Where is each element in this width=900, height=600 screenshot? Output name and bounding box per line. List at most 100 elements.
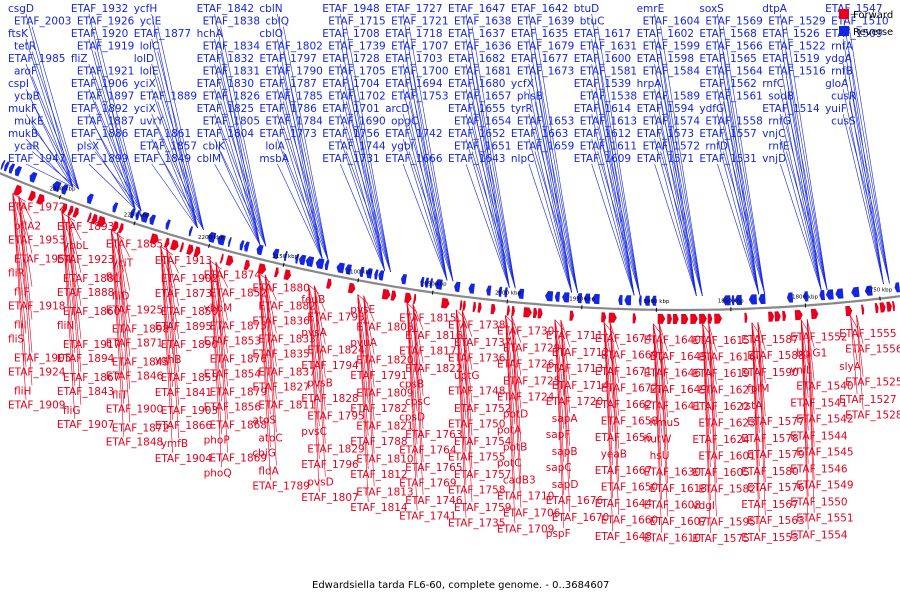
forward-gene-label: sapD: [552, 479, 579, 491]
forward-gene-arrow: [118, 223, 124, 234]
forward-gene-label-leader: [511, 315, 522, 508]
reverse-gene-label: ETAF_1947: [8, 153, 65, 165]
forward-gene-label-leader: [117, 232, 131, 324]
reverse-gene-arrow: [135, 210, 141, 221]
reverse-gene-label-leader: [654, 113, 697, 296]
forward-gene-label: ETAF_1856: [204, 401, 262, 413]
reverse-gene-label-leader: [88, 38, 136, 209]
forward-gene-arrow: [72, 207, 79, 218]
reverse-gene-label: opgC: [391, 116, 418, 128]
reverse-gene-label: yuiF: [825, 103, 847, 115]
forward-gene-label: ETAF_1905: [14, 353, 71, 365]
scale-tick: [208, 243, 211, 248]
forward-gene-label-leader: [117, 232, 131, 423]
forward-gene-label: ETAF_1595: [698, 516, 755, 528]
forward-gene-label: ETAF_1741: [399, 510, 456, 522]
reverse-gene-label-leader: [780, 63, 822, 291]
forward-gene-label-leader: [215, 262, 228, 288]
forward-gene-arrow: [90, 213, 98, 225]
forward-gene-label-leader: [511, 315, 522, 409]
forward-gene-label-leader: [314, 285, 326, 378]
legend-forward-swatch: [839, 9, 849, 19]
reverse-gene-arrow: [651, 295, 657, 306]
reverse-gene-label: ETAF_1787: [259, 78, 316, 90]
forward-gene-label-leader: [462, 310, 473, 436]
forward-gene-label-leader: [702, 323, 711, 369]
reverse-gene-label-leader: [534, 51, 578, 294]
forward-gene-label-leader: [264, 274, 277, 334]
reverse-gene-label: hchA: [197, 28, 224, 40]
forward-gene-label-leader: [215, 262, 228, 453]
reverse-gene-label: plsX: [77, 141, 99, 153]
scale-tick-label: 1850 kbp: [718, 298, 744, 304]
reverse-gene-label-leader: [220, 151, 267, 247]
scale-tick-label: 2000 kbp: [495, 291, 521, 297]
forward-gene-label: yciT: [112, 257, 134, 269]
reverse-gene-label: ETAF_1655: [448, 103, 505, 115]
reverse-gene-label-leader: [660, 76, 703, 296]
forward-gene-label-leader: [18, 196, 33, 254]
reverse-gene-label-leader: [283, 76, 329, 261]
reverse-gene-label-leader: [31, 101, 80, 190]
reverse-gene-label-leader: [283, 151, 329, 261]
reverse-gene-label: mukE: [14, 116, 44, 128]
forward-gene-label: ETAF_1658: [601, 416, 658, 428]
forward-gene-label-leader: [363, 295, 375, 487]
reverse-gene-label-leader: [597, 51, 641, 296]
forward-gene-label: ETAF_1814: [350, 502, 408, 514]
forward-gene-label: ETAF_1810: [356, 454, 413, 466]
forward-gene-arrow: [459, 300, 463, 311]
reverse-gene-arrow: [545, 291, 554, 302]
forward-gene-label: pvsD: [307, 477, 333, 489]
reverse-gene-arrow: [374, 269, 379, 280]
reverse-gene-label-leader: [528, 163, 572, 293]
reverse-gene-label-leader: [277, 13, 323, 260]
reverse-gene-label: ETAF_1704: [322, 78, 380, 90]
reverse-gene-label: nlpC: [511, 153, 535, 165]
reverse-gene-label-leader: [848, 126, 890, 284]
forward-gene-label-leader: [455, 309, 467, 320]
forward-gene-label-leader: [111, 230, 125, 437]
reverse-gene-label: rnfG: [768, 116, 791, 128]
forward-gene-label-leader: [609, 322, 619, 350]
reverse-gene-label-leader: [402, 138, 448, 281]
reverse-gene-label: ETAF_1790: [265, 66, 322, 78]
gene-labels: csgDETAF_2003ftsKtetRETAF_1985aroFcspIyc…: [8, 3, 900, 545]
gene-features: [0, 160, 900, 324]
forward-gene-label-leader: [708, 323, 717, 418]
forward-gene-label: ETAF_1576: [747, 482, 805, 494]
reverse-gene-label: ETAF_1562: [699, 78, 756, 90]
scale-tick: [431, 290, 434, 295]
forward-gene-label: ETAF_1764: [399, 444, 457, 456]
forward-gene-label: ETAF_1552: [790, 332, 847, 344]
reverse-gene-label-leader: [408, 151, 454, 282]
reverse-gene-label-leader: [848, 51, 890, 284]
forward-gene-label: ETAF_1615: [692, 335, 749, 347]
forward-gene-label: ETAF_1853: [204, 335, 261, 347]
forward-gene-label: yniL: [790, 365, 812, 377]
reverse-gene-label: ETAF_1886: [71, 128, 129, 140]
reverse-gene-label: ETAF_1609: [574, 153, 631, 165]
forward-gene-label-leader: [653, 323, 662, 533]
forward-gene-label-leader: [554, 319, 565, 528]
reverse-gene-label-leader: [591, 163, 635, 296]
reverse-gene-label-leader: [88, 63, 136, 209]
forward-gene-label: ETAF_1841: [155, 387, 212, 399]
forward-gene-label-leader: [209, 260, 222, 303]
forward-gene-label-leader: [264, 274, 277, 400]
reverse-gene-arrow: [345, 264, 352, 275]
forward-gene-label-leader: [757, 322, 766, 351]
reverse-gene-label-leader: [151, 63, 198, 229]
reverse-gene-label-leader: [717, 163, 760, 295]
reverse-gene-label: sodB: [768, 91, 794, 103]
reverse-gene-label-leader: [591, 113, 635, 296]
forward-gene-label-leader: [12, 193, 27, 301]
forward-gene-label-leader: [308, 284, 320, 360]
forward-gene-label: potB: [503, 442, 527, 454]
reverse-gene-label-leader: [534, 151, 578, 294]
reverse-gene-label-leader: [31, 151, 79, 190]
forward-gene-label-leader: [264, 274, 277, 367]
forward-gene-label: pspF: [546, 528, 571, 540]
reverse-gene-label-leader: [597, 101, 641, 296]
reverse-gene-label: ETAF_1825: [197, 103, 254, 115]
